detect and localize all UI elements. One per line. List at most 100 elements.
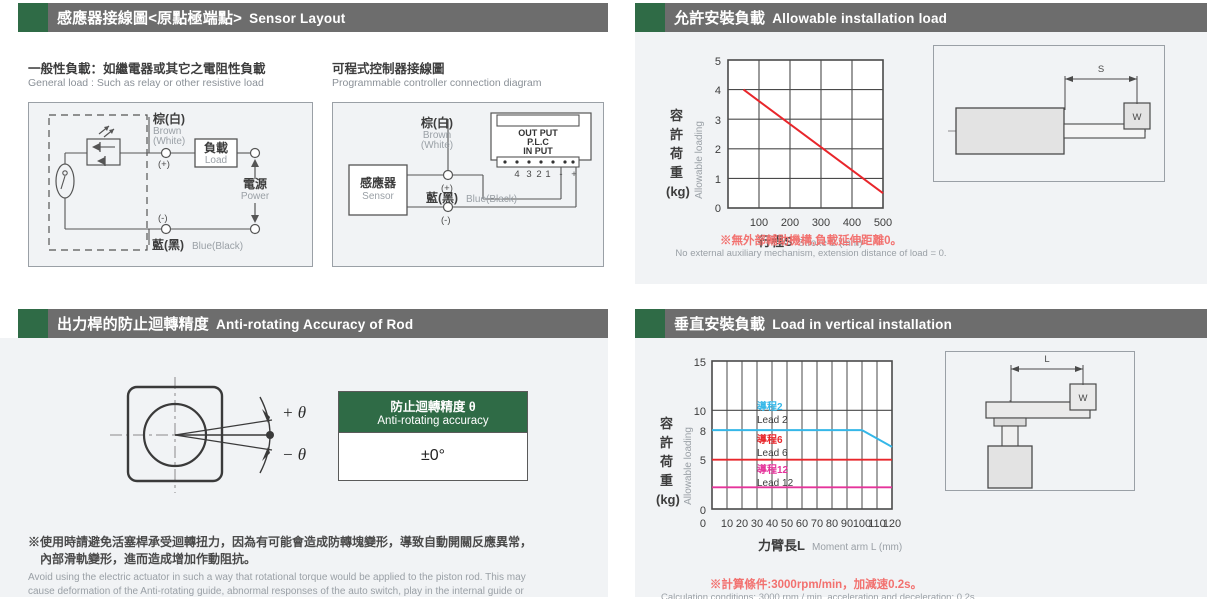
sensor-label-en: Sensor (362, 191, 394, 202)
chart2-xtick-40: 40 (766, 518, 778, 530)
chart2-xlabel-en: Moment arm L (mm) (812, 542, 902, 553)
header-accent-swatch (635, 309, 665, 338)
general-load-caption-en: General load : Such as relay or other re… (28, 77, 264, 89)
allowable-load-note-zh: ※無外部輔助機構,負載延伸距離0。 (719, 235, 903, 247)
weight-label-w: W (1133, 112, 1142, 123)
chart1-ylabel-zh-4: 重 (670, 165, 683, 180)
plc-caption-en: Programmable controller connection diagr… (332, 77, 542, 89)
chart1-ytick-4: 4 (715, 85, 721, 97)
chart2-legend-lead2-zh: 導程2 (757, 400, 783, 413)
plc-diagram: 感應器 Sensor 棕(白) (332, 102, 604, 267)
brown-label-en-2: (White) (153, 136, 185, 147)
chart2-ytick-8: 8 (700, 426, 706, 438)
power-label-en: Power (241, 191, 270, 202)
panel-title-zh: 垂直安裝負載 (674, 316, 766, 333)
brown-label-zh: 棕(白) (152, 111, 185, 126)
chart1-xlabel-en: Stroke S (mm) (798, 238, 862, 249)
chart2-xtick-0: 0 (700, 518, 706, 530)
blue-label-en: Blue(Black) (192, 241, 243, 252)
chart1-ylabel-zh-2: 許 (670, 127, 683, 142)
chart2-xtick-90: 90 (841, 518, 853, 530)
panel-body-allowable-load: 容 許 荷 重 (kg) Allowable loading 5 (635, 32, 1207, 284)
polarity-minus: (-) (158, 213, 168, 224)
panel-header-sensor-layout: 感應器接線圖<原點極端點> Sensor Layout (18, 3, 608, 32)
vertical-load-note: ※計算條件:3000rpm/min，加減速0.2s。 Calculation c… (661, 576, 978, 599)
chart2-ytick-10: 10 (694, 406, 706, 418)
vertical-actuator-diagram: W L (985, 354, 1097, 489)
terminal-4: 4 (514, 169, 519, 180)
terminal-3: 3 (526, 169, 531, 180)
chart2-xlabel-zh: 力臂長L (758, 538, 805, 553)
brown-label-en-1: Brown (153, 126, 181, 137)
chart2-ylabel-en: Allowable loading (683, 427, 694, 505)
chart2-series-lead2 (712, 429, 893, 448)
anti-rotating-accuracy-value: ±0° (339, 432, 527, 480)
chart1-ylabel-zh-3: 荷 (669, 146, 683, 161)
load-label-en: Load (205, 155, 227, 166)
panel-sensor-layout: 感應器接線圖<原點極端點> Sensor Layout 一般性負載：如繼電器或其它… (0, 3, 608, 288)
terminal-minus: - (559, 169, 562, 180)
plc-blue-label-zh: 藍(黑) (426, 190, 458, 205)
chart1-xtick-300: 300 (812, 217, 830, 229)
general-load-schematic: 負載 Load 電源 Power 棕(白) Brown (W (48, 111, 270, 252)
chart1-series-allowable-load (742, 88, 884, 195)
chart1-ytick-0: 0 (715, 203, 721, 215)
chart2-xtick-110: 110 (868, 518, 886, 530)
plc-schematic: 感應器 Sensor 棕(白) (348, 112, 592, 226)
vertical-load-note-en: Calculation conditions: 3000 rpm / min, … (661, 592, 978, 599)
anti-rotating-warning: ※使用時請避免活塞桿承受迴轉扭力，因為有可能會造成防轉塊變形，導致自動開關反應異… (28, 534, 598, 599)
blue-label-zh: 藍(黑) (152, 237, 184, 252)
anti-rotating-table-header-zh: 防止迴轉精度 θ (390, 400, 476, 414)
chart2-xtick-10: 10 (721, 518, 733, 530)
chart2-legend-lead6-zh: 導程6 (757, 433, 783, 446)
panel-title-zh: 感應器接線圖<原點極端點> (57, 10, 243, 27)
chart2-legend-lead2-en: Lead 2 (757, 415, 788, 426)
chart1-ytick-2: 2 (715, 144, 721, 156)
plc-polarity-plus: (+) (441, 183, 453, 194)
chart1-ylabel-en: Allowable loading (694, 121, 705, 199)
allowable-load-diagram: W S (933, 45, 1165, 182)
plc-inlabel: IN PUT (523, 146, 553, 156)
panel-title-zh: 出力桿的防止迴轉精度 (57, 316, 210, 333)
plc-brown-label-en-2: (White) (421, 140, 453, 151)
terminal-1: 1 (545, 169, 550, 180)
chart2-ytick-5: 5 (700, 455, 706, 467)
chart1-xtick-200: 200 (781, 217, 799, 229)
plc-polarity-minus: (-) (441, 215, 451, 226)
panel-body-anti-rotating: + θ − θ 防止迴轉精度 θ Anti-rotating accuracy … (0, 338, 608, 597)
chart1-ytick-5: 5 (715, 56, 721, 68)
panel-anti-rotating-accuracy: 出力桿的防止迴轉精度 Anti-rotating Accuracy of Rod (0, 309, 608, 597)
panel-body-sensor-layout: 一般性負載：如繼電器或其它之電阻性負載 General load : Such … (0, 32, 608, 288)
chart2-xtick-50: 50 (781, 518, 793, 530)
terminal-plus: + (571, 169, 577, 180)
chart2-xtick-20: 20 (736, 518, 748, 530)
panel-header-anti-rotating: 出力桿的防止迴轉精度 Anti-rotating Accuracy of Rod (18, 309, 608, 338)
horizontal-actuator-diagram: W S (948, 64, 1151, 155)
panel-allowable-installation-load: 允許安裝負載 Allowable installation load 容 許 荷 … (635, 3, 1207, 288)
panel-header-vertical-load: 垂直安裝負載 Load in vertical installation (635, 309, 1207, 338)
chart2-xtick-70: 70 (811, 518, 823, 530)
header-accent-swatch (18, 309, 48, 338)
chart2-xtick-100: 100 (853, 518, 871, 530)
terminal-2: 2 (536, 169, 541, 180)
panel-vertical-load: 垂直安裝負載 Load in vertical installation 容 許 … (635, 309, 1207, 599)
chart1-xtick-400: 400 (843, 217, 861, 229)
chart2-xtick-120: 120 (883, 518, 901, 530)
chart2-xtick-80: 80 (826, 518, 838, 530)
chart1-ylabel-unit: (kg) (666, 184, 690, 199)
panel-title-en: Allowable installation load (772, 11, 948, 26)
panel-title-anti-rotating: 出力桿的防止迴轉精度 Anti-rotating Accuracy of Rod (48, 313, 413, 334)
chart1-ytick-1: 1 (715, 174, 721, 186)
load-in-vertical-installation-chart: 容 許 荷 重 (kg) Allowable loading (656, 357, 902, 553)
chart2-legend-lead12-zh: 導程12 (757, 463, 789, 476)
vertical-load-note-zh: ※計算條件:3000rpm/min，加減速0.2s。 (709, 579, 923, 591)
allowable-load-note: ※無外部輔助機構,負載延伸距離0。 No external auxiliary … (661, 232, 961, 259)
panel-title-sensor-layout: 感應器接線圖<原點極端點> Sensor Layout (48, 7, 346, 28)
chart2-legend-lead6-en: Lead 6 (757, 448, 788, 459)
warning-en-line2: cause deformation of the Anti-rotating g… (28, 586, 524, 598)
chart1-xtick-500: 500 (874, 217, 892, 229)
panel-title-allowable-load: 允許安裝負載 Allowable installation load (665, 7, 947, 28)
general-load-diagram: 負載 Load 電源 Power 棕(白) Brown (W (28, 102, 313, 267)
plc-blue-label-en: Blue(Black) (466, 194, 517, 205)
